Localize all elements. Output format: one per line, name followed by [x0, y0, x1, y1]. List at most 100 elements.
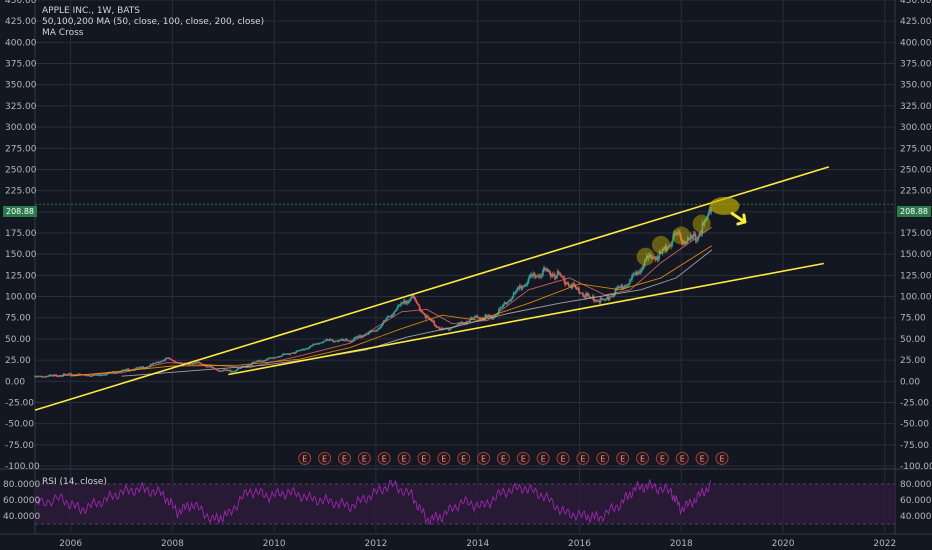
candle-body — [661, 249, 664, 254]
candle-body — [287, 353, 290, 355]
candle-body — [473, 316, 476, 319]
candle — [474, 315, 477, 318]
candle — [601, 298, 604, 301]
candle-body — [293, 352, 296, 354]
candle — [647, 252, 650, 262]
candle — [505, 302, 508, 306]
y-tick-label-right: 50.00 — [900, 335, 926, 345]
candle-body — [290, 352, 293, 354]
candle-body — [93, 374, 96, 376]
candle — [62, 372, 65, 377]
candle-body — [268, 358, 270, 359]
candle — [564, 280, 567, 287]
candle — [69, 372, 72, 375]
candle-body — [257, 360, 259, 362]
candle-body — [517, 288, 520, 290]
candle-body — [218, 370, 220, 372]
earnings-marker-label: E — [342, 454, 347, 463]
candle-body — [344, 339, 347, 341]
candle-body — [302, 349, 304, 350]
candle — [544, 266, 546, 272]
candle-body — [397, 305, 399, 308]
y-tick-label-right: 100.00 — [900, 293, 932, 303]
candle-body — [376, 329, 379, 331]
candle-body — [558, 273, 561, 275]
candle-body — [321, 342, 324, 344]
candle — [639, 268, 642, 275]
candle — [317, 342, 319, 345]
candle-body — [512, 292, 515, 297]
candle-body — [691, 236, 694, 239]
candle-body — [108, 372, 111, 374]
candle-body — [41, 376, 43, 378]
candle-body — [234, 370, 237, 372]
candle-body — [414, 298, 417, 301]
candle-body — [320, 342, 323, 344]
earnings-marker-circle — [457, 451, 471, 465]
highlight-ellipse — [651, 235, 670, 254]
candle — [568, 283, 571, 288]
candle — [89, 374, 91, 377]
y-tick-label-left: 0.00 — [5, 377, 25, 387]
candle — [644, 258, 647, 261]
candle-body — [660, 253, 663, 254]
candle — [436, 326, 439, 328]
candle-body — [670, 244, 672, 247]
candle-body — [86, 375, 88, 377]
candle — [630, 278, 632, 281]
candle — [604, 298, 607, 302]
candle-body — [622, 287, 624, 289]
candle-body — [358, 336, 360, 338]
y-tick-label-left: 25.00 — [5, 356, 31, 366]
candle-body — [276, 357, 279, 358]
candle — [650, 254, 653, 260]
candle-body — [199, 362, 202, 364]
candle — [409, 296, 412, 302]
candle — [667, 245, 669, 250]
candle-body — [706, 216, 709, 220]
candle — [407, 300, 409, 306]
candle-body — [325, 339, 328, 341]
last-price-label-right: 208.88 — [900, 207, 928, 216]
candle — [526, 281, 529, 287]
y-tick-label-right: -25.00 — [900, 398, 929, 408]
candle-body — [367, 332, 370, 335]
candle — [306, 347, 308, 350]
candle — [635, 270, 637, 276]
candle — [282, 353, 285, 356]
candle — [537, 273, 539, 279]
candle-body — [683, 241, 685, 244]
candle — [228, 369, 231, 372]
candle — [705, 217, 708, 222]
candle — [531, 273, 533, 278]
candle — [333, 340, 336, 343]
candle — [556, 268, 559, 279]
candle — [679, 229, 681, 237]
candle — [196, 361, 199, 363]
earnings-marker-circle — [337, 451, 351, 465]
candle-body — [288, 354, 291, 355]
candle — [265, 359, 267, 362]
candle — [502, 302, 505, 308]
candle — [669, 243, 671, 248]
candle — [432, 319, 435, 323]
candle-body — [688, 238, 691, 240]
candle — [235, 369, 238, 372]
candle-body — [686, 238, 689, 243]
candle — [649, 252, 652, 258]
candle-body — [229, 370, 232, 372]
candle — [492, 317, 494, 320]
candle-body — [339, 340, 342, 341]
candle-body — [521, 286, 524, 290]
candle-body — [440, 328, 442, 330]
candle-body — [550, 273, 553, 277]
candle-body — [343, 340, 346, 342]
candle-body — [464, 322, 467, 324]
candle-body — [89, 375, 92, 377]
candle — [541, 273, 543, 279]
candle — [599, 296, 602, 305]
earnings-marker-label: E — [441, 454, 446, 463]
earnings-marker-label: E — [461, 454, 466, 463]
earnings-marker: E — [655, 451, 669, 465]
